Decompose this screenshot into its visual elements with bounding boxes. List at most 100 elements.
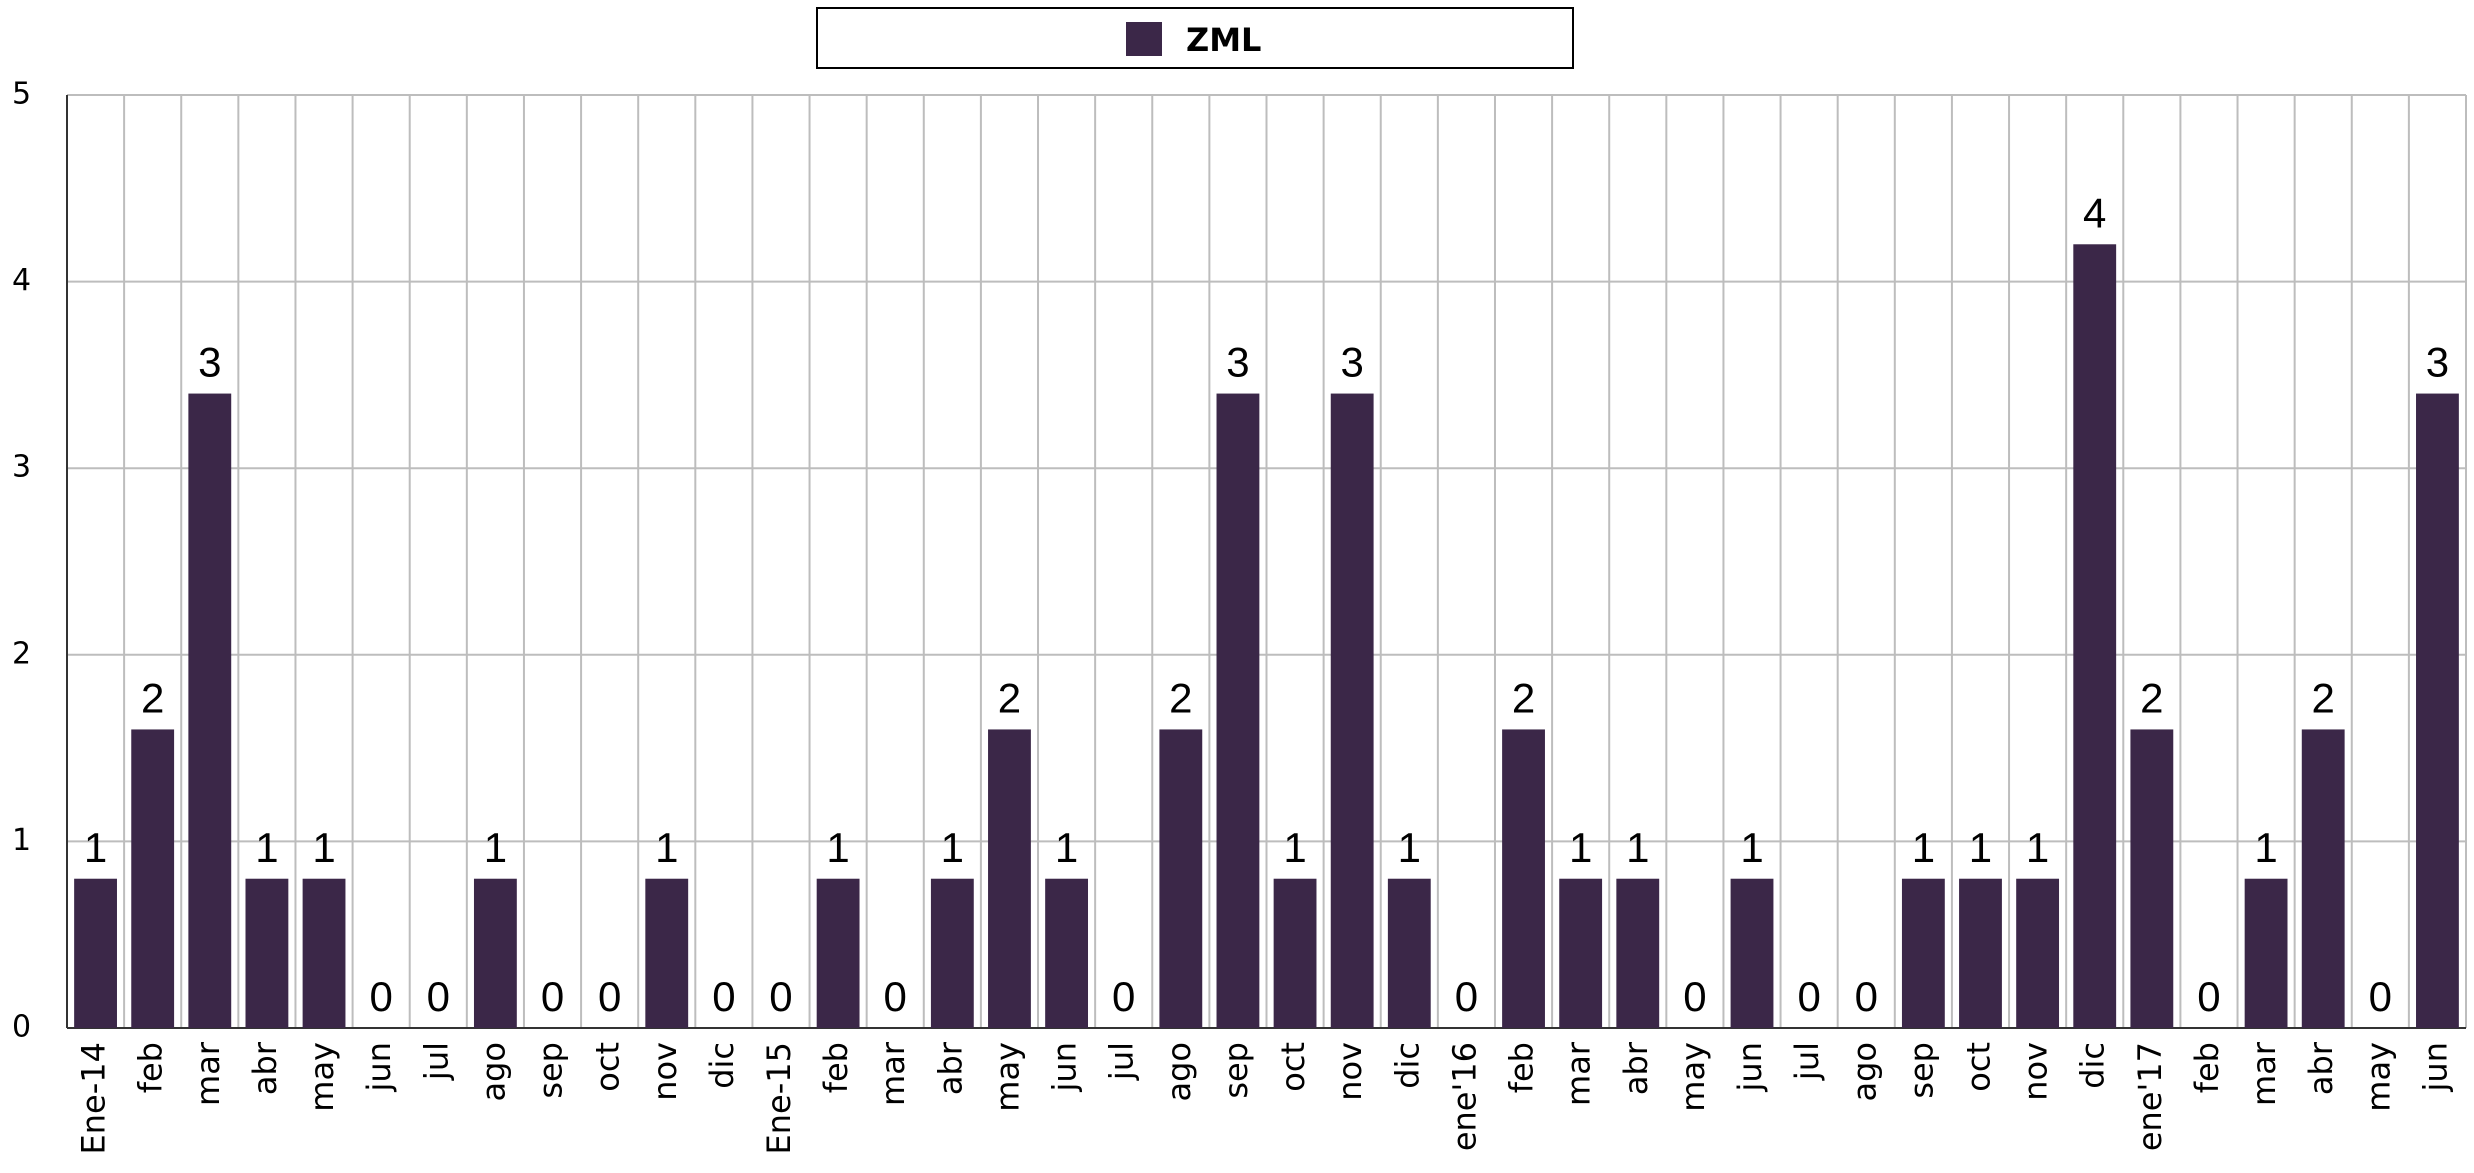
x-tick-label: jun xyxy=(1046,1042,1084,1092)
x-tick-label: abr xyxy=(2302,1041,2340,1095)
data-label: 3 xyxy=(198,339,221,386)
data-label: 0 xyxy=(598,973,621,1020)
bar xyxy=(1159,729,1203,1028)
x-tick-label: sep xyxy=(1217,1042,1255,1099)
x-tick-label: sep xyxy=(532,1042,570,1099)
x-tick-label: ene'17 xyxy=(2131,1042,2169,1151)
data-label: 1 xyxy=(1912,824,1935,871)
x-tick-label: mar xyxy=(2245,1041,2283,1106)
data-label: 0 xyxy=(2197,973,2220,1020)
bar xyxy=(473,878,517,1028)
bar xyxy=(930,878,974,1028)
data-label: 0 xyxy=(1855,973,1878,1020)
data-label: 2 xyxy=(2140,675,2163,722)
data-label: 1 xyxy=(1969,824,1992,871)
bar xyxy=(2130,729,2174,1028)
data-label: 1 xyxy=(826,824,849,871)
x-tick-label: feb xyxy=(132,1042,170,1093)
bar xyxy=(131,729,175,1028)
data-label: 2 xyxy=(2312,675,2335,722)
data-label: 0 xyxy=(1683,973,1706,1020)
data-label: 1 xyxy=(312,824,335,871)
x-tick-label: feb xyxy=(2188,1042,2226,1093)
x-tick-label: jun xyxy=(1731,1042,1769,1092)
x-tick-label: may xyxy=(2359,1042,2397,1112)
bar xyxy=(1959,878,2002,1028)
bar xyxy=(2244,878,2288,1028)
x-tick-label: dic xyxy=(2074,1042,2112,1089)
x-tick-label: mar xyxy=(1560,1041,1598,1106)
data-label: 1 xyxy=(1740,824,1763,871)
x-tick-label: ago xyxy=(1845,1042,1883,1102)
bar xyxy=(188,393,232,1028)
x-tick-label: jun xyxy=(360,1042,398,1092)
y-tick-label: 5 xyxy=(12,77,31,112)
y-tick-label: 2 xyxy=(12,636,31,671)
x-tick-label: Ene-15 xyxy=(760,1042,798,1154)
data-label: 4 xyxy=(2083,189,2106,236)
y-tick-label: 1 xyxy=(12,823,31,858)
y-tick-label: 3 xyxy=(12,450,31,485)
data-label: 0 xyxy=(541,973,564,1020)
data-label: 0 xyxy=(369,973,392,1020)
data-label: 0 xyxy=(712,973,735,1020)
data-label: 0 xyxy=(427,973,450,1020)
legend-swatch xyxy=(1126,22,1162,56)
data-label: 2 xyxy=(1512,675,1535,722)
data-label: 3 xyxy=(1226,339,1249,386)
data-label: 2 xyxy=(141,675,164,722)
bar xyxy=(1559,878,1603,1028)
data-label: 2 xyxy=(998,675,1021,722)
bar xyxy=(2301,729,2345,1028)
x-tick-label: oct xyxy=(1959,1042,1997,1092)
bar xyxy=(645,878,689,1028)
bar xyxy=(74,878,117,1028)
x-tick-label: ago xyxy=(474,1042,512,1102)
data-label: 1 xyxy=(2254,824,2277,871)
bar xyxy=(1045,878,1089,1028)
x-tick-label: abr xyxy=(1617,1041,1655,1095)
bar xyxy=(1216,393,1260,1028)
x-tick-label: sep xyxy=(1902,1042,1940,1099)
y-tick-label: 0 xyxy=(12,1010,31,1045)
bar xyxy=(1730,878,1774,1028)
x-tick-label: jun xyxy=(2416,1042,2454,1092)
x-tick-label: oct xyxy=(1274,1042,1312,1092)
bar xyxy=(245,878,289,1028)
x-tick-label: nov xyxy=(2017,1042,2055,1101)
data-label: 1 xyxy=(255,824,278,871)
bar xyxy=(1387,878,1431,1028)
x-tick-label: abr xyxy=(931,1041,969,1095)
x-tick-label: jul xyxy=(417,1042,455,1081)
bar xyxy=(1502,729,1545,1028)
bar xyxy=(1616,878,1660,1028)
data-label: 1 xyxy=(941,824,964,871)
data-label: 3 xyxy=(1340,339,1363,386)
data-label: 1 xyxy=(1569,824,1592,871)
data-label: 1 xyxy=(1398,824,1421,871)
bar xyxy=(816,878,860,1028)
data-label: 1 xyxy=(484,824,507,871)
data-label: 1 xyxy=(1055,824,1078,871)
data-label: 3 xyxy=(2426,339,2449,386)
bar xyxy=(1330,393,1374,1028)
bar xyxy=(2073,244,2117,1028)
bar xyxy=(988,729,1031,1028)
bar xyxy=(2016,878,2060,1028)
data-label: 1 xyxy=(1626,824,1649,871)
data-label: 0 xyxy=(1112,973,1135,1020)
x-tick-label: may xyxy=(988,1042,1026,1112)
x-tick-label: jul xyxy=(1103,1042,1141,1081)
x-tick-label: nov xyxy=(1331,1042,1369,1101)
data-label: 0 xyxy=(1455,973,1478,1020)
data-label: 0 xyxy=(1797,973,1820,1020)
y-tick-label: 4 xyxy=(12,263,31,298)
x-tick-label: dic xyxy=(703,1042,741,1089)
x-tick-label: jul xyxy=(1788,1042,1826,1081)
data-label: 0 xyxy=(884,973,907,1020)
x-tick-label: may xyxy=(1674,1042,1712,1112)
x-tick-label: oct xyxy=(589,1042,627,1092)
data-label: 2 xyxy=(1169,675,1192,722)
